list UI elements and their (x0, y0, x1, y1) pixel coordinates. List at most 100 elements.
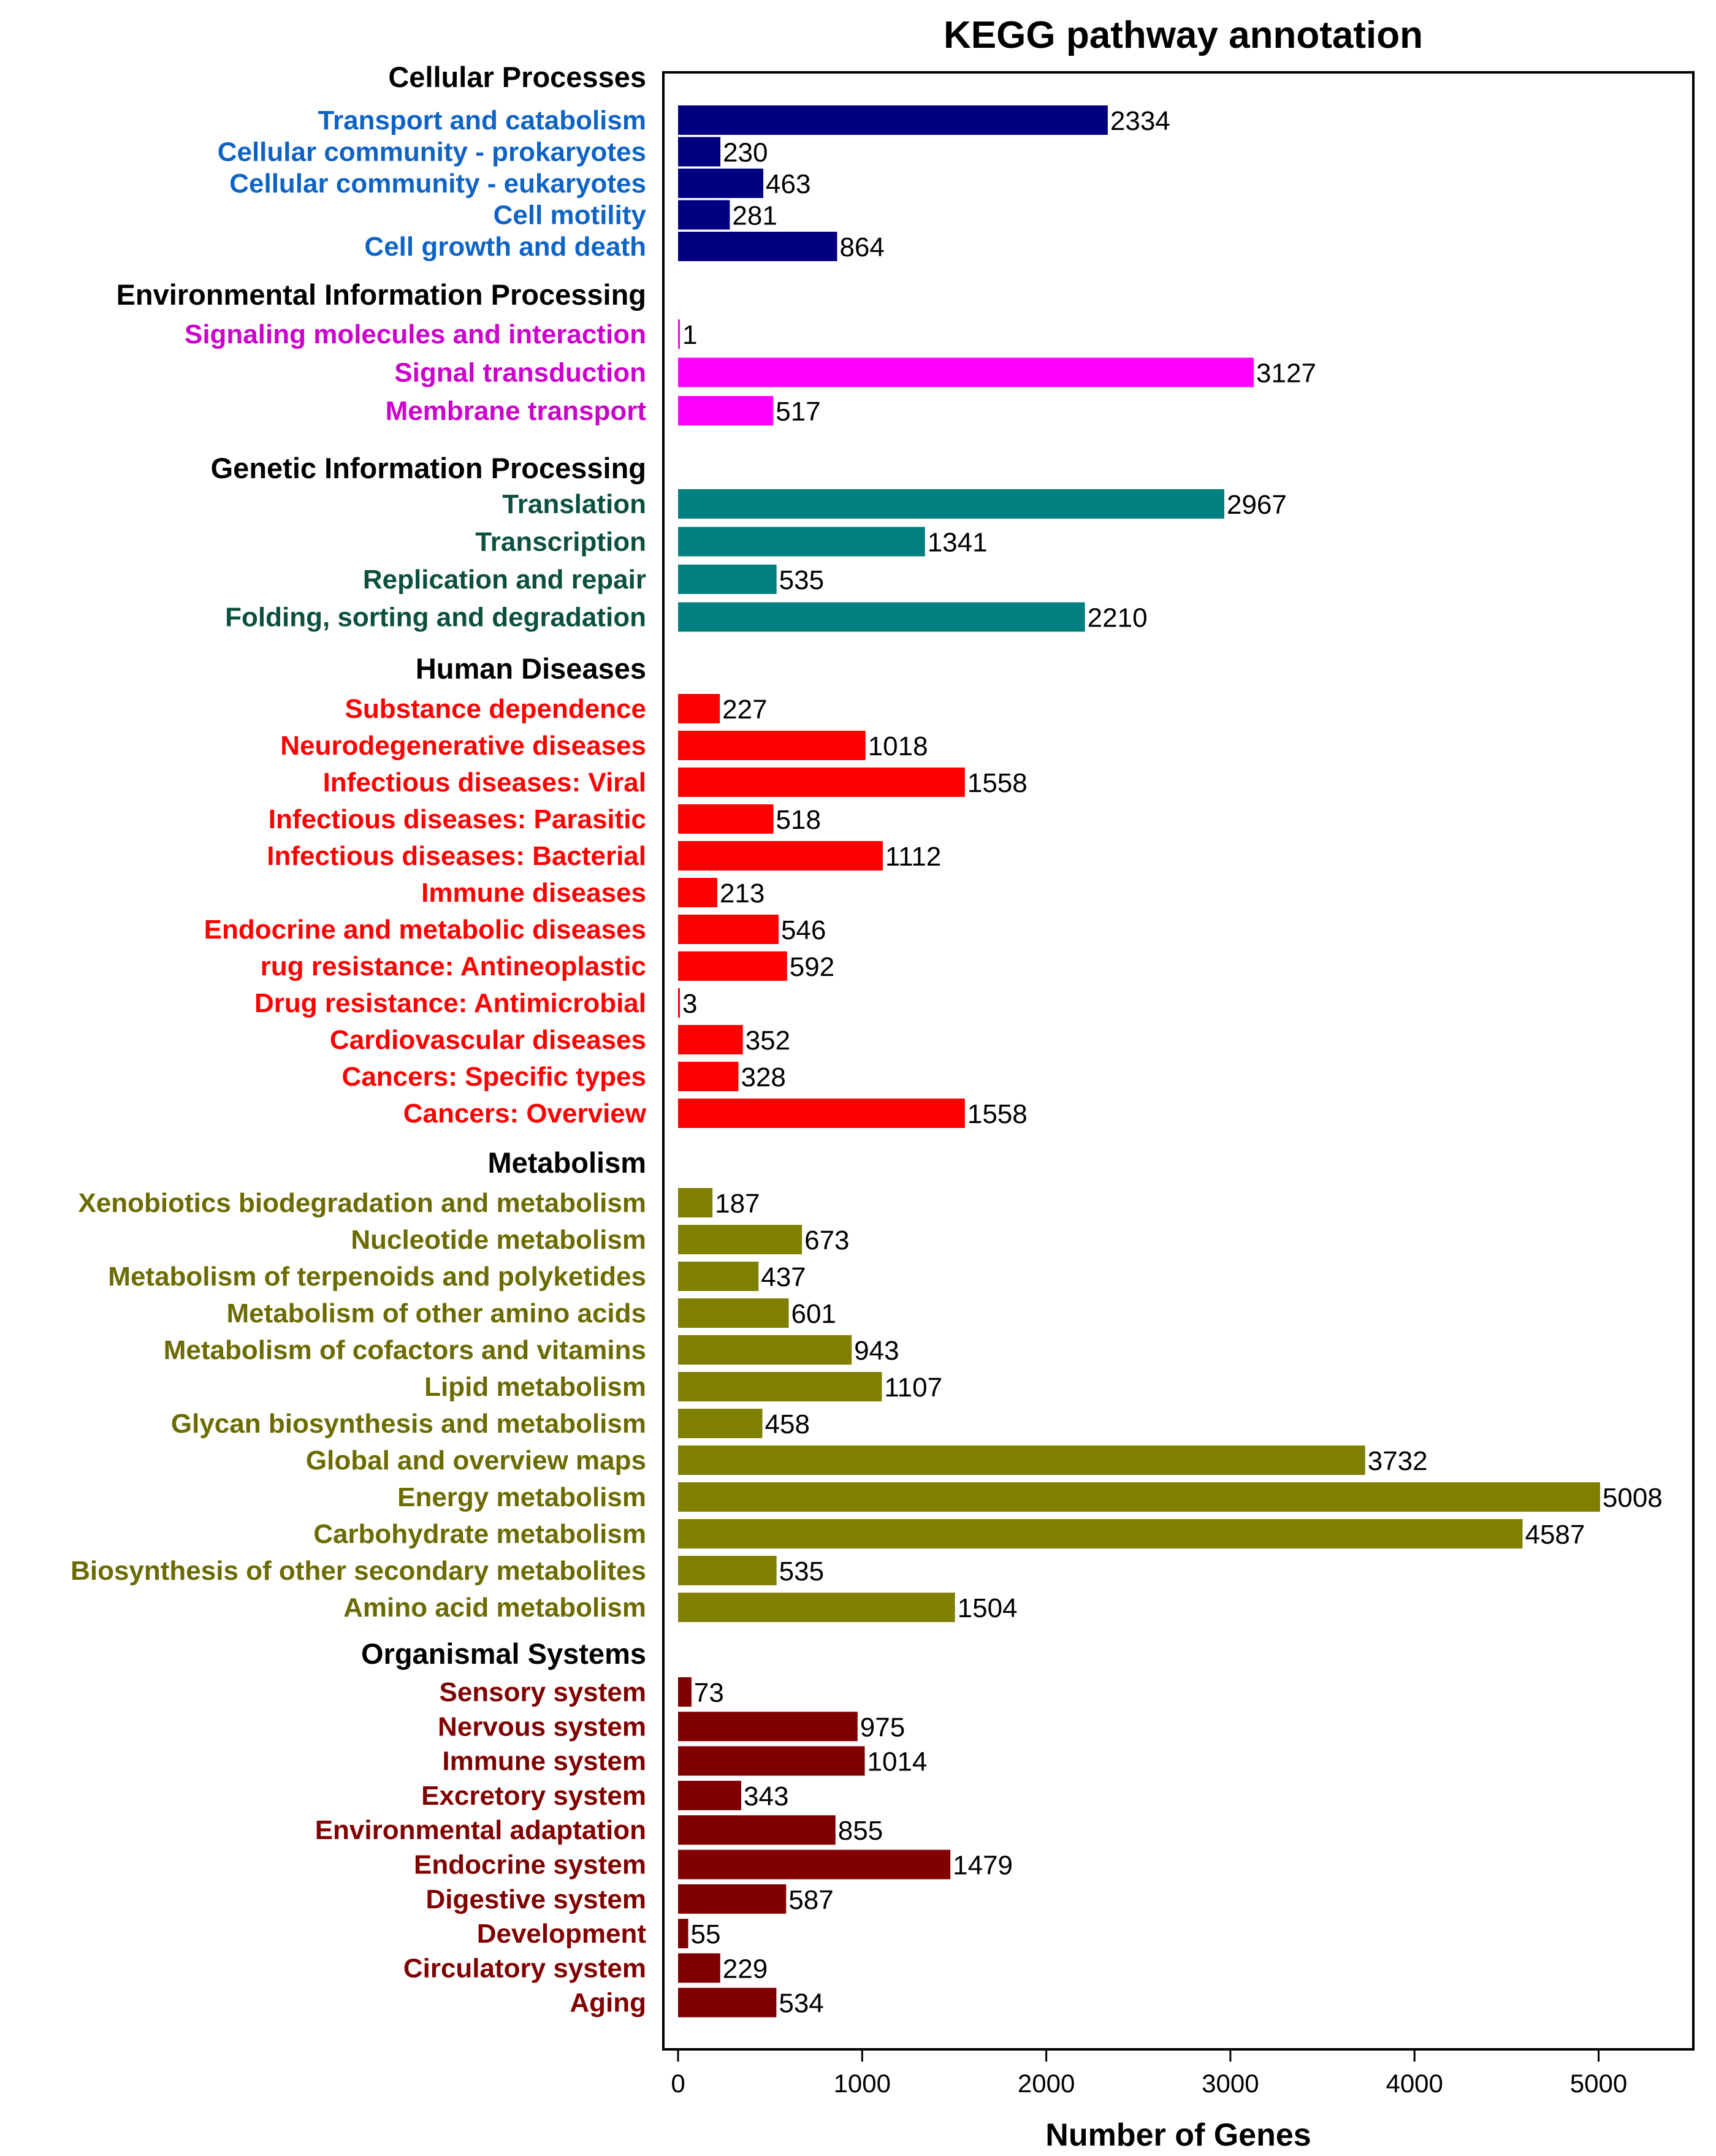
value-label: 2334 (1110, 106, 1170, 136)
group-label-human-diseases: Human Diseases (416, 652, 646, 685)
category-label: Cancers: Overview (403, 1099, 647, 1129)
value-label: 1558 (967, 768, 1028, 798)
category-label: Infectious diseases: Bacterial (267, 841, 646, 871)
category-label: Aging (570, 1988, 646, 2018)
value-label: 975 (860, 1712, 905, 1742)
bar-nucleotide-metabolism (678, 1225, 803, 1254)
category-label: Metabolism of terpenoids and polyketides (108, 1262, 646, 1292)
bar-glycan-biosynthesis-and-metabolism (678, 1409, 763, 1438)
bar-cellular-community-prokaryotes (678, 137, 721, 167)
value-label: 187 (715, 1189, 760, 1219)
bar-endocrine-system (678, 1849, 951, 1880)
value-label: 328 (741, 1062, 785, 1092)
category-label: rug resistance: Antineoplastic (261, 951, 646, 981)
category-label: Translation (502, 489, 646, 519)
category-label: Xenobiotics biodegradation and metabolis… (78, 1188, 646, 1218)
category-label: Endocrine system (414, 1850, 646, 1880)
bar-drug-resistance-antimicrobial (678, 988, 680, 1018)
value-label: 673 (804, 1225, 849, 1255)
bar-neurodegenerative-diseases (678, 731, 866, 760)
plot-frame (662, 71, 1695, 2051)
category-label: Sensory system (439, 1677, 646, 1707)
value-label: 535 (779, 565, 824, 595)
bar-energy-metabolism (678, 1482, 1600, 1512)
category-label: Development (477, 1919, 647, 1949)
bar-transcription (678, 527, 925, 557)
x-tick-label: 2000 (1018, 2069, 1075, 2098)
value-label: 230 (723, 138, 768, 168)
bar-signal-transduction (678, 357, 1254, 387)
category-label: Cell motility (494, 200, 647, 230)
bar-sensory-system (678, 1677, 692, 1707)
group-label-environmental-information-processing: Environmental Information Processing (116, 278, 646, 311)
bar-circulatory-system (678, 1953, 720, 1983)
group-label-cellular-processes: Cellular Processes (388, 61, 646, 93)
value-label: 437 (761, 1262, 806, 1292)
value-label: 517 (776, 397, 820, 427)
x-tick-label: 3000 (1202, 2069, 1259, 2098)
category-label: Replication and repair (363, 565, 646, 595)
category-label: Metabolism of other amino acids (226, 1298, 646, 1328)
value-label: 352 (746, 1026, 790, 1056)
category-label: Immune diseases (421, 878, 646, 908)
category-label: Nervous system (438, 1712, 646, 1742)
bar-immune-system (678, 1746, 865, 1776)
category-label: Substance dependence (345, 694, 646, 724)
category-label: Signaling molecules and interaction (185, 319, 646, 349)
chart-title: KEGG pathway annotation (944, 14, 1423, 56)
group-label-organismal-systems: Organismal Systems (361, 1637, 646, 1670)
value-label: 1 (682, 320, 697, 350)
value-label: 2210 (1088, 603, 1148, 633)
value-label: 343 (744, 1781, 788, 1811)
category-label: Circulatory system (403, 1953, 646, 1983)
value-label: 864 (839, 232, 884, 262)
category-label: Immune system (442, 1747, 646, 1777)
value-label: 3 (682, 989, 697, 1019)
bar-lipid-metabolism (678, 1372, 882, 1401)
bar-environmental-adaptation (678, 1815, 836, 1845)
value-label: 1341 (928, 528, 988, 558)
value-label: 1107 (884, 1373, 942, 1403)
category-label: Infectious diseases: Parasitic (269, 804, 646, 834)
bar-development (678, 1919, 688, 1949)
bar-cancers-specific-types (678, 1062, 739, 1091)
category-label: Folding, sorting and degradation (225, 603, 646, 633)
category-label: Cellular community - prokaryotes (218, 137, 646, 167)
category-label: Metabolism of cofactors and vitamins (164, 1335, 646, 1365)
category-label: Transport and catabolism (318, 105, 646, 135)
category-label: Cellular community - eukaryotes (229, 169, 646, 199)
bar-metabolism-of-cofactors-and-vitamins (678, 1335, 852, 1365)
value-label: 229 (723, 1954, 768, 1984)
bar-endocrine-and-metabolic-diseases (678, 915, 779, 944)
category-label: Cardiovascular diseases (330, 1025, 646, 1055)
bar-infectious-diseases-parasitic (678, 804, 774, 834)
value-label: 1018 (868, 731, 928, 761)
bar-replication-and-repair (678, 565, 777, 594)
value-label: 587 (788, 1885, 833, 1915)
category-label: Signal transduction (394, 358, 646, 388)
category-label: Nucleotide metabolism (351, 1225, 646, 1255)
bar-infectious-diseases-bacterial (678, 841, 883, 870)
value-label: 534 (779, 1989, 823, 2019)
value-label: 281 (732, 201, 777, 231)
bar-nervous-system (678, 1712, 858, 1742)
bar-infectious-diseases-viral (678, 768, 965, 797)
value-label: 546 (781, 915, 826, 945)
x-tick-label: 5000 (1570, 2069, 1627, 2098)
bar-immune-diseases (678, 878, 717, 907)
value-label: 227 (722, 695, 767, 725)
value-label: 518 (776, 805, 821, 835)
bar-excretory-system (678, 1780, 742, 1810)
category-label: Digestive system (425, 1884, 646, 1914)
category-label: Membrane transport (386, 396, 647, 426)
x-tick-label: 4000 (1386, 2069, 1443, 2098)
category-label: Excretory system (421, 1781, 646, 1811)
value-label: 592 (790, 952, 834, 982)
value-label: 535 (779, 1556, 824, 1587)
category-label: Global and overview maps (306, 1446, 646, 1476)
value-label: 73 (694, 1678, 724, 1708)
category-label: Carbohydrate metabolism (313, 1519, 646, 1549)
value-label: 463 (766, 169, 810, 199)
value-label: 4587 (1525, 1520, 1585, 1550)
value-label: 1558 (967, 1099, 1028, 1129)
